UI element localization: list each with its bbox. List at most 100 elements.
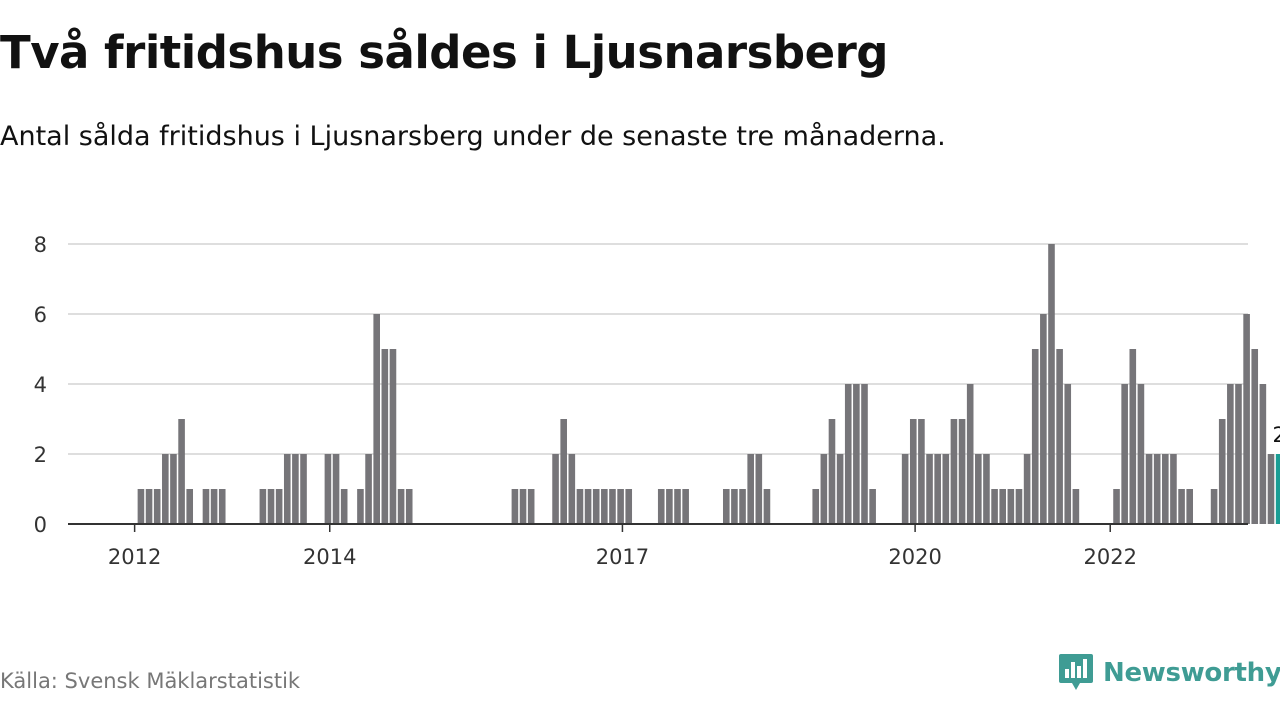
bar	[145, 489, 153, 524]
bar	[340, 489, 348, 524]
bar	[958, 419, 966, 524]
chart-title: Två fritidshus såldes i Ljusnarsberg	[0, 26, 889, 79]
bar	[1267, 454, 1275, 524]
x-tick-label: 2020	[888, 545, 941, 569]
bar	[178, 419, 185, 524]
bar	[1056, 349, 1063, 524]
bar	[901, 454, 909, 524]
bar	[259, 489, 267, 524]
y-tick-label: 4	[34, 373, 47, 397]
y-tick-label: 0	[34, 513, 47, 537]
bar	[1072, 489, 1080, 524]
chart-subtitle: Antal sålda fritidshus i Ljusnarsberg un…	[0, 121, 946, 152]
bar	[1007, 489, 1015, 524]
bar	[763, 489, 771, 524]
x-axis	[68, 523, 1248, 532]
bar	[747, 454, 754, 524]
bar	[1251, 349, 1259, 524]
y-tick-label: 2	[34, 443, 47, 467]
bar	[324, 454, 332, 524]
bar	[511, 489, 519, 524]
x-tick-label: 2012	[108, 545, 161, 569]
bar	[397, 489, 405, 524]
bar	[934, 454, 941, 524]
bar	[657, 489, 665, 524]
bar	[405, 489, 413, 524]
bar	[666, 489, 673, 524]
bar	[1243, 314, 1250, 524]
bar	[1227, 384, 1234, 524]
bar	[625, 489, 633, 524]
bar	[601, 489, 608, 524]
bar	[820, 454, 828, 524]
bar	[609, 489, 616, 524]
bar	[300, 454, 307, 524]
bar-chart-speech-bubble-icon	[1059, 654, 1093, 690]
bar	[283, 454, 291, 524]
bar	[942, 454, 950, 524]
bar	[1040, 314, 1047, 524]
bar	[137, 489, 145, 524]
bar	[861, 384, 868, 524]
bar	[1153, 454, 1161, 524]
bar	[909, 419, 917, 524]
bar	[1178, 489, 1185, 524]
bar	[966, 384, 974, 524]
source-note: Källa: Svensk Mäklarstatistik	[0, 669, 301, 693]
bar	[1137, 384, 1145, 524]
bar	[162, 454, 169, 524]
latest-value-label: 2	[1272, 423, 1280, 447]
x-tick-label: 2022	[1084, 545, 1137, 569]
bar	[332, 454, 340, 524]
bar	[153, 489, 161, 524]
bar	[210, 489, 218, 524]
bar	[617, 489, 624, 524]
bar	[275, 489, 283, 524]
bar	[991, 489, 998, 524]
bar	[755, 454, 763, 524]
newsworthy-logo[interactable]: Newsworthy	[1058, 652, 1280, 694]
bar	[950, 419, 958, 524]
bar	[1259, 384, 1267, 524]
bar	[836, 454, 844, 524]
bar	[527, 489, 535, 524]
bar	[576, 489, 584, 524]
bar	[731, 489, 738, 524]
bar	[1218, 419, 1226, 524]
bar	[674, 489, 681, 524]
bar	[853, 384, 860, 524]
y-tick-label: 6	[34, 303, 47, 327]
x-tick-label: 2017	[596, 545, 649, 569]
bar	[292, 454, 299, 524]
bar	[1064, 384, 1072, 524]
bar	[592, 489, 600, 524]
bar	[722, 489, 730, 524]
bar-latest	[1275, 454, 1280, 524]
bar	[357, 489, 364, 524]
bar	[1023, 454, 1031, 524]
bar	[739, 489, 746, 524]
bar	[1210, 489, 1218, 524]
x-tick-label: 2014	[303, 545, 356, 569]
bar	[1121, 384, 1128, 524]
bar	[568, 454, 576, 524]
bar	[218, 489, 226, 524]
bar	[1129, 349, 1137, 524]
bar	[519, 489, 527, 524]
y-tick-label: 8	[34, 233, 47, 257]
bar	[869, 489, 876, 524]
bar	[1048, 244, 1055, 524]
bar	[926, 454, 933, 524]
bar	[584, 489, 592, 524]
bar	[999, 489, 1007, 524]
bar	[202, 489, 210, 524]
bar	[1113, 489, 1120, 524]
bar	[844, 384, 852, 524]
axis-labels: 0 2 4 6 8 2 2012 2014 2017 2020 2022	[34, 233, 1280, 569]
bar	[812, 489, 820, 524]
bar	[1145, 454, 1153, 524]
bar	[381, 349, 389, 524]
bar	[186, 489, 194, 524]
bar	[389, 349, 397, 524]
bar	[1015, 489, 1023, 524]
